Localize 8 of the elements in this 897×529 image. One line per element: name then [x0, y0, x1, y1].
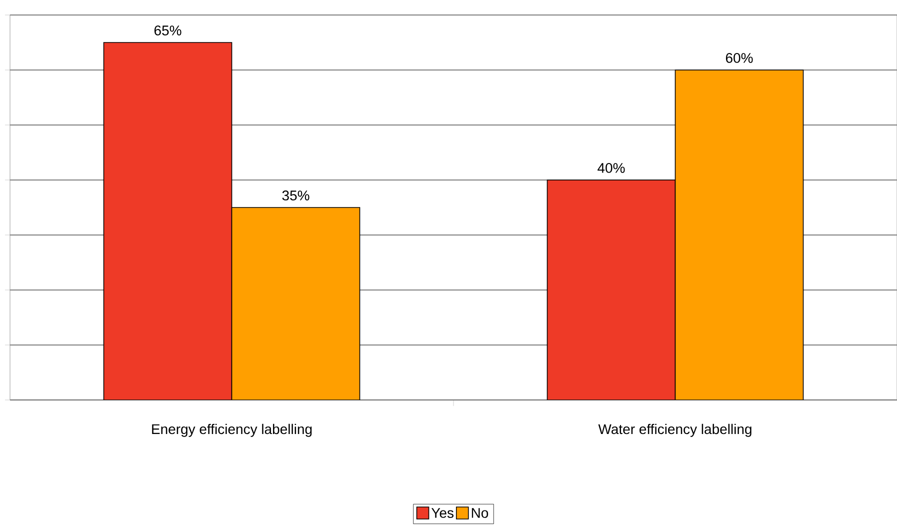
data-label: 65%	[154, 26, 182, 36]
x-tick-label: Energy efficiency labelling	[152, 424, 312, 437]
x-tick-label: Water efficiency labelling	[598, 424, 752, 437]
data-label: 35%	[282, 190, 310, 200]
legend-label: Yes	[431, 508, 454, 518]
legend-label: No	[472, 508, 488, 518]
data-label: 40%	[598, 163, 625, 173]
data-label: 60%	[726, 53, 753, 63]
